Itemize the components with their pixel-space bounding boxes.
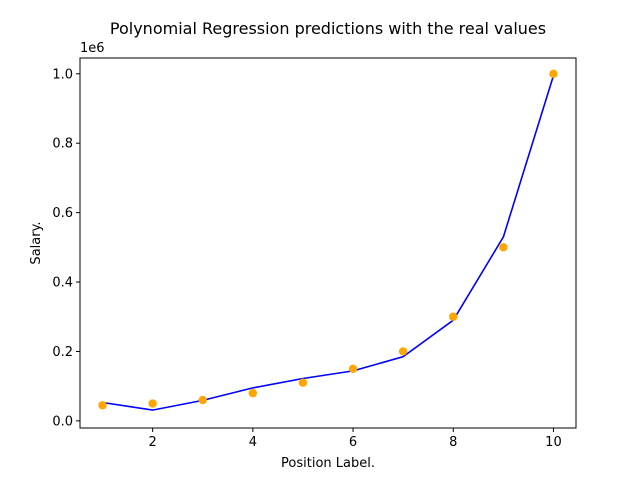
data-point [398,347,408,356]
x-tick-label: 6 [349,435,357,450]
data-marks [98,69,558,411]
data-point [499,243,508,252]
y-offset-label: 1e6 [80,41,105,56]
data-point [198,395,207,405]
data-point [98,401,107,410]
y-tick-label: 0.0 [52,414,73,429]
x-tick-label: 10 [545,435,562,450]
regression-line [102,75,555,411]
x-axis-label: Position Label. [281,456,375,471]
plot-area [79,57,577,429]
x-tick-label: 4 [249,435,257,450]
chart-title: Polynomial Regression predictions with t… [110,19,546,38]
y-tick-label: 0.4 [52,276,73,291]
x-tick-label: 2 [149,435,157,450]
y-tick-label: 1.0 [52,67,73,82]
axis-ticks: 2 4 6 8 10 0.0 0.2 0.4 0.6 0.8 1.0 [52,67,561,450]
data-point [148,399,157,408]
data-point [549,69,558,78]
y-tick-label: 0.2 [52,345,73,360]
data-point [298,378,308,387]
x-tick-label: 8 [449,435,457,450]
data-point [449,312,458,321]
y-tick-label: 0.8 [52,137,73,152]
y-axis-label: Salary. [29,221,44,264]
y-tick-label: 0.6 [52,206,73,221]
data-point [248,388,258,398]
data-point [348,364,358,374]
